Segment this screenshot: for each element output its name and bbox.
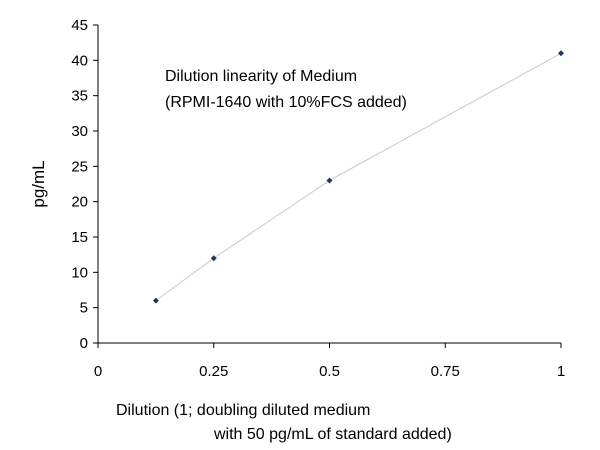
annotation-line-1: Dilution linearity of Medium — [165, 68, 357, 85]
y-tick-label: 5 — [80, 300, 88, 317]
y-tick-label: 15 — [71, 229, 88, 246]
y-tick-label: 0 — [80, 335, 88, 352]
y-tick-label: 45 — [71, 17, 88, 34]
x-axis-ticks: 0 0.25 0.5 0.75 1 — [94, 343, 565, 380]
x-tick-label: 0 — [94, 363, 102, 380]
data-point — [210, 255, 217, 262]
y-tick-label: 40 — [71, 52, 88, 69]
data-point — [558, 50, 564, 57]
y-tick-label: 20 — [71, 194, 88, 211]
data-point — [152, 297, 159, 304]
annotation-line-2: (RPMI-1640 with 10%FCS added) — [165, 94, 407, 111]
x-tick-label: 0.25 — [199, 363, 228, 380]
y-tick-label: 35 — [71, 88, 88, 105]
y-tick-label: 25 — [71, 158, 88, 175]
data-point — [326, 177, 333, 184]
x-tick-label: 0.5 — [319, 363, 340, 380]
series-line — [155, 52, 562, 302]
y-tick-label: 10 — [71, 264, 88, 281]
y-axis-ticks: 0 5 10 15 20 25 30 35 40 45 — [71, 17, 98, 352]
series-layer — [152, 50, 564, 304]
y-axis-title: pg/mL — [29, 160, 48, 207]
y-tick-label: 30 — [71, 123, 88, 140]
x-tick-label: 1 — [557, 363, 565, 380]
x-axis-title-line-2: with 50 pg/mL of standard added) — [213, 426, 452, 443]
x-axis-title-line-1: Dilution (1; doubling diluted medium — [116, 402, 370, 419]
x-tick-label: 0.75 — [431, 363, 460, 380]
